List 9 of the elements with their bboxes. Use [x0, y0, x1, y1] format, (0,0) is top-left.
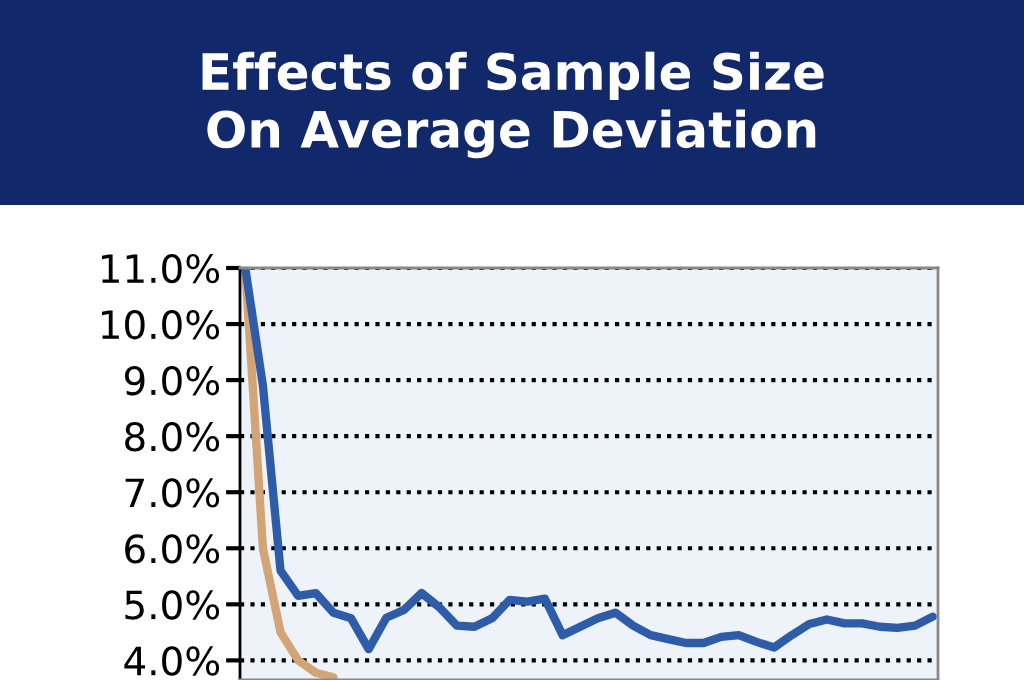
y-tick-label: 10.0%	[101, 309, 220, 340]
y-tick-label: 11.0%	[101, 253, 220, 284]
y-tick-label: 6.0%	[125, 534, 220, 564]
y-tick-label: 4.0%	[124, 646, 220, 676]
chart-title: Effects of Sample Size On Average Deviation	[202, 51, 824, 159]
y-tick-label: 7.0%	[125, 478, 220, 508]
y-tick-label: 8.0%	[125, 422, 220, 452]
y-tick-label: 9.0%	[124, 366, 220, 396]
y-tick-label: 5.0%	[125, 590, 220, 620]
